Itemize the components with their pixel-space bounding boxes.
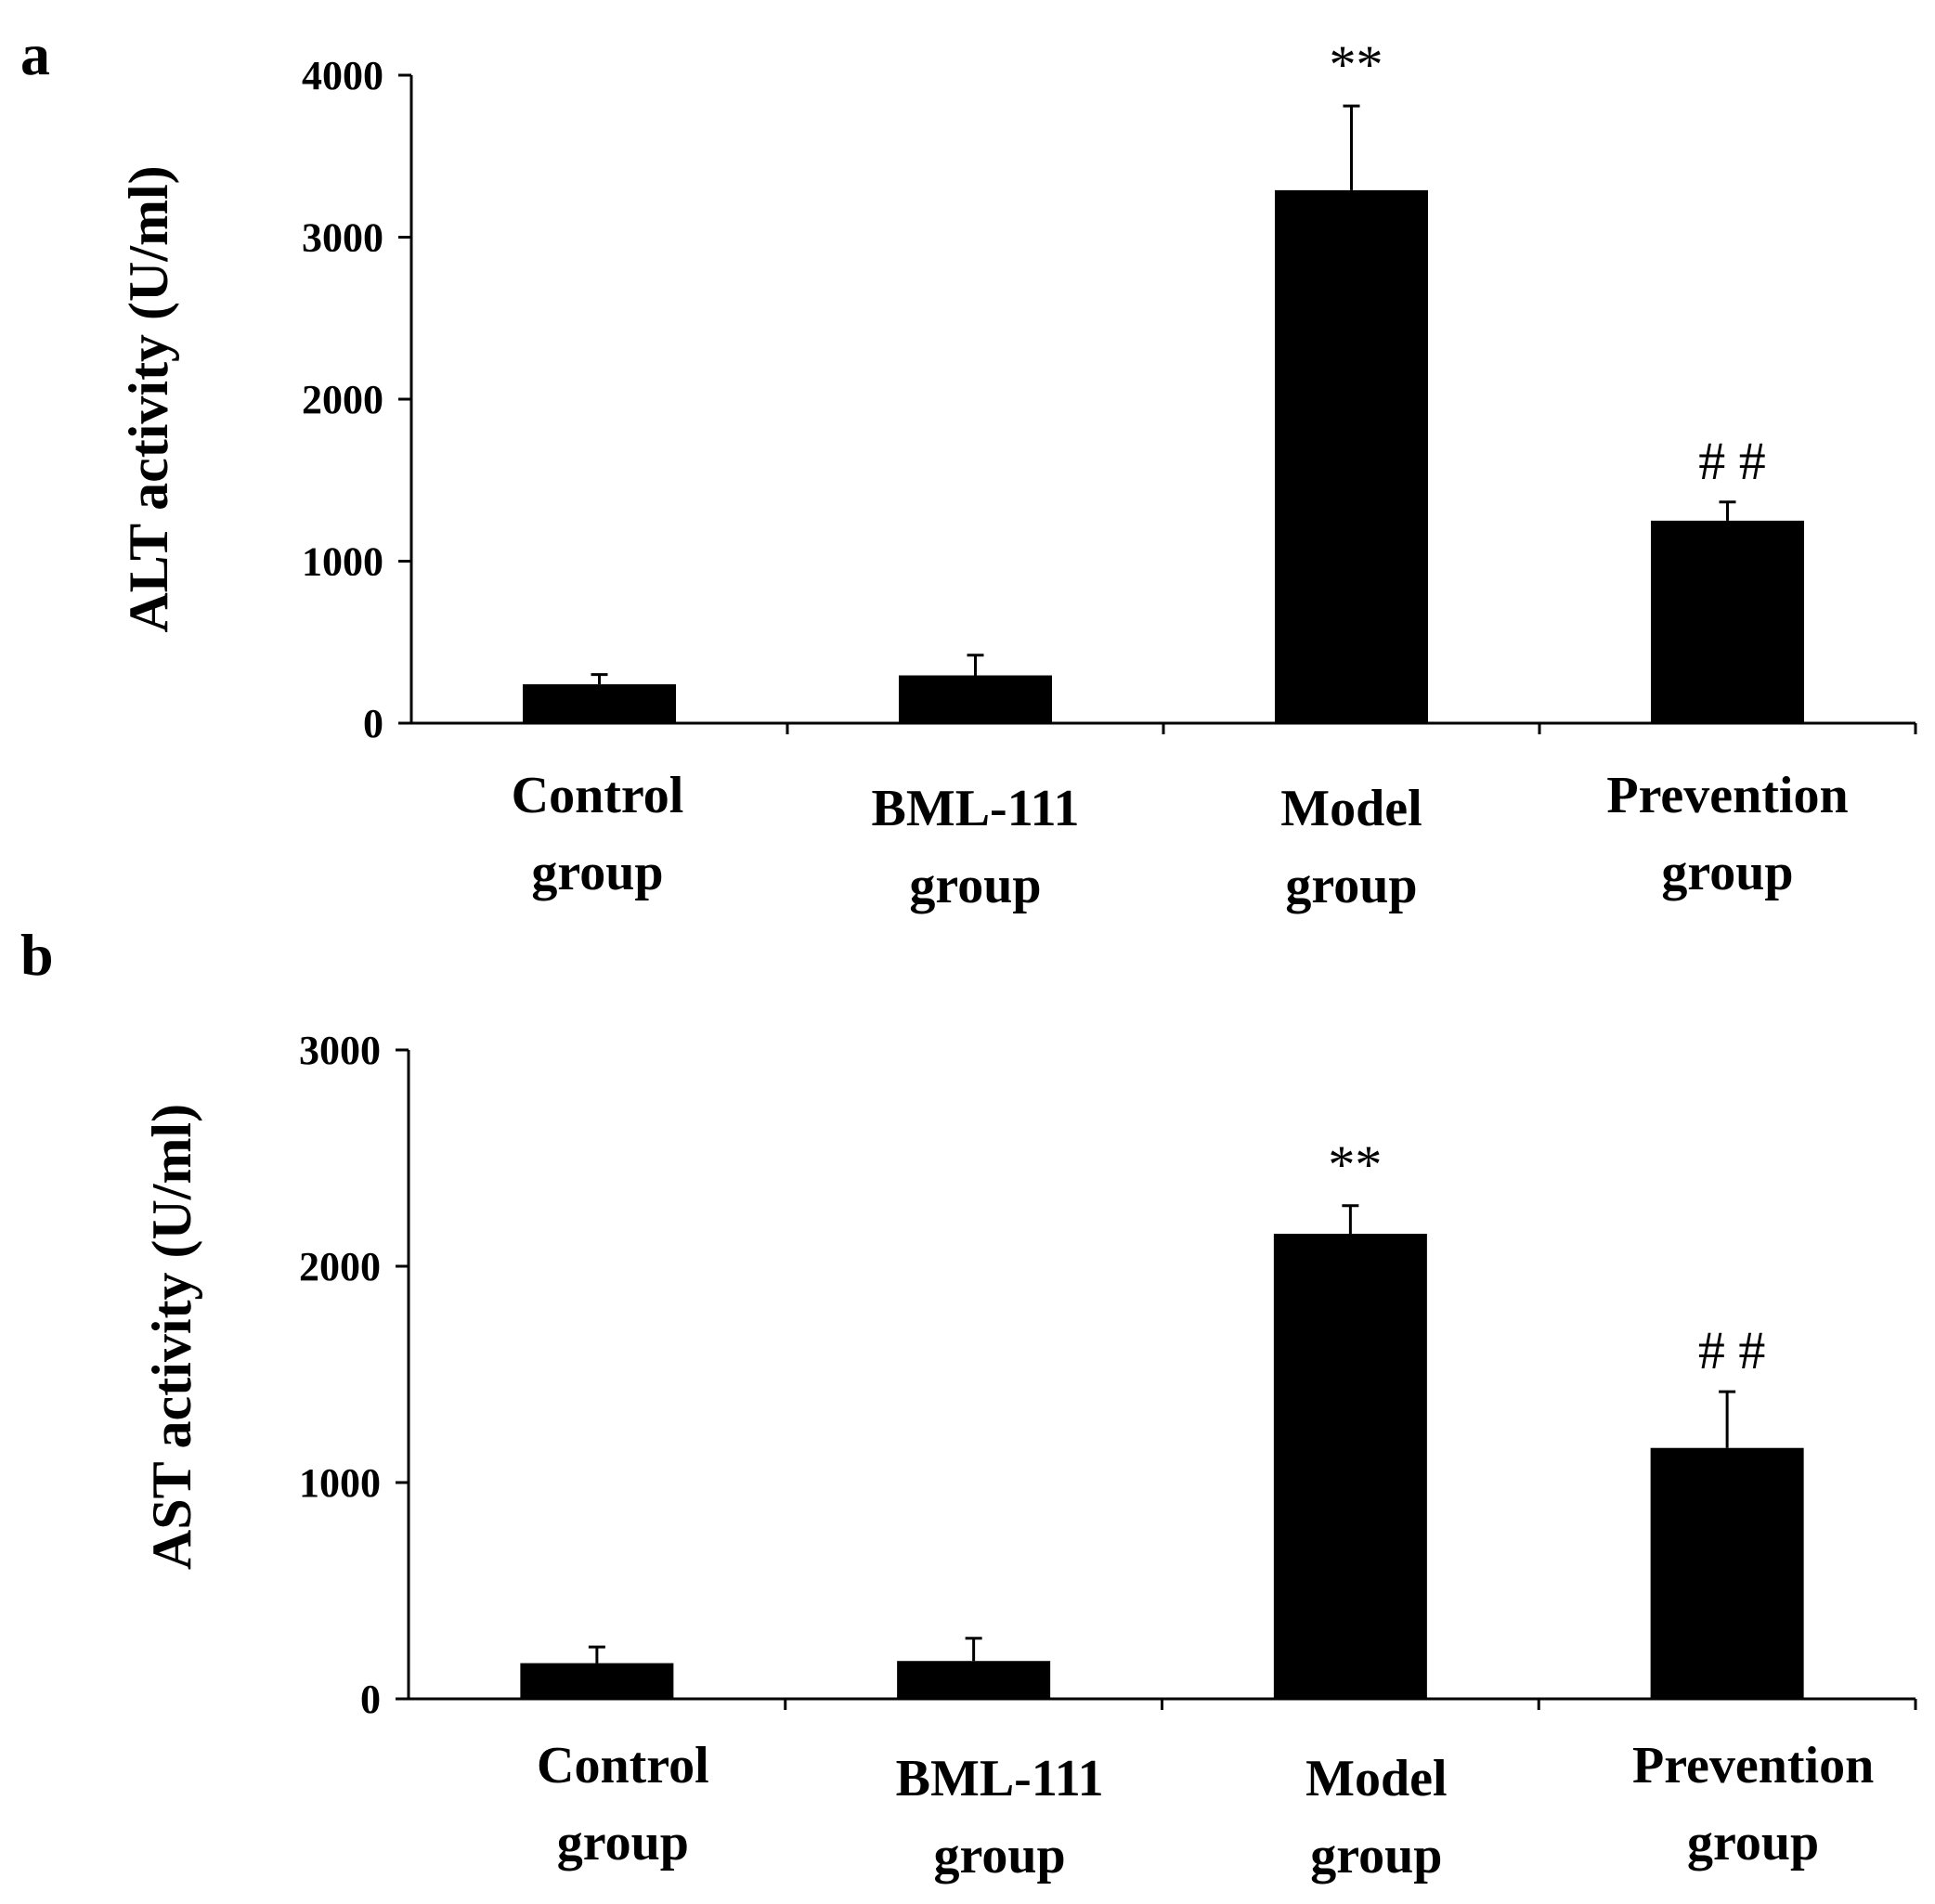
panel-b-chart: b AST activity (U/ml) 0 1000 2000 3000 Control…	[20, 922, 1917, 1885]
panel-b-y-axis-label: AST activity (U/ml)	[141, 1104, 202, 1570]
panel-b-letter: b	[20, 922, 54, 988]
panel-b-y-tick-label: 1000	[299, 1460, 381, 1506]
panel-a-significance-label-4: # #	[1698, 431, 1766, 491]
panel-b-bar-3	[1273, 1234, 1427, 1699]
panel-a-y-tick-label: 3000	[302, 215, 383, 261]
panel-b-category-label-1-line1: Control	[537, 1737, 709, 1794]
panel-b-bar-1	[520, 1663, 674, 1699]
panel-b-category-label-2-line2: group	[934, 1827, 1066, 1885]
panel-b-y-tick-label: 0	[360, 1677, 381, 1722]
panel-b-category-label-3-line2: group	[1310, 1827, 1442, 1885]
panel-a-category-label-4-line2: group	[1661, 844, 1793, 901]
panel-b-y-tick-label: 3000	[299, 1028, 381, 1073]
panel-b-significance-label-4: # #	[1698, 1320, 1766, 1380]
panel-a-category-label-2-line1: BML-111	[871, 780, 1079, 837]
panel-a-category-label-4-line1: Prevention	[1606, 767, 1848, 824]
panel-b-significance-label-3: **	[1328, 1134, 1382, 1195]
panel-a-y-axis-label: ALT activity (U/ml)	[118, 165, 179, 632]
panel-b-category-label-4-line2: group	[1687, 1814, 1819, 1872]
panel-b-y-tick-label: 2000	[299, 1244, 381, 1289]
panel-b-category-label-3-line1: Model	[1305, 1750, 1447, 1807]
panel-b-category-label-4-line1: Prevention	[1632, 1737, 1874, 1794]
panel-a-y-tick-label: 4000	[302, 53, 383, 98]
panel-a-category-label-2-line2: group	[909, 857, 1041, 914]
panel-a-y-tick-label: 1000	[302, 539, 383, 585]
panel-b-category-label-2-line1: BML-111	[896, 1750, 1104, 1807]
panel-a-category-label-1-line2: group	[531, 844, 663, 901]
panel-a-significance-label-3: **	[1330, 34, 1383, 95]
panel-a-category-label-1-line1: Control	[512, 767, 684, 824]
panel-a-bar-1	[523, 684, 676, 723]
panel-a-bar-3	[1275, 189, 1428, 723]
panel-a-y-tick-label: 0	[363, 701, 383, 746]
panel-a-y-tick-label: 2000	[302, 377, 383, 422]
panel-b-bar-2	[897, 1661, 1051, 1699]
panel-b-bar-4	[1650, 1447, 1804, 1699]
panel-a-bar-4	[1651, 520, 1804, 723]
panel-a-bar-2	[899, 675, 1052, 723]
panel-a-chart: a ALT activity (U/ml) 0 1000 2000 3000 4000 Con…	[20, 21, 1917, 914]
panel-a-category-label-3-line2: group	[1285, 857, 1417, 914]
panel-a-category-label-3-line1: Model	[1280, 780, 1422, 837]
panel-a-letter: a	[20, 21, 50, 87]
panel-b-category-label-1-line2: group	[557, 1814, 689, 1872]
